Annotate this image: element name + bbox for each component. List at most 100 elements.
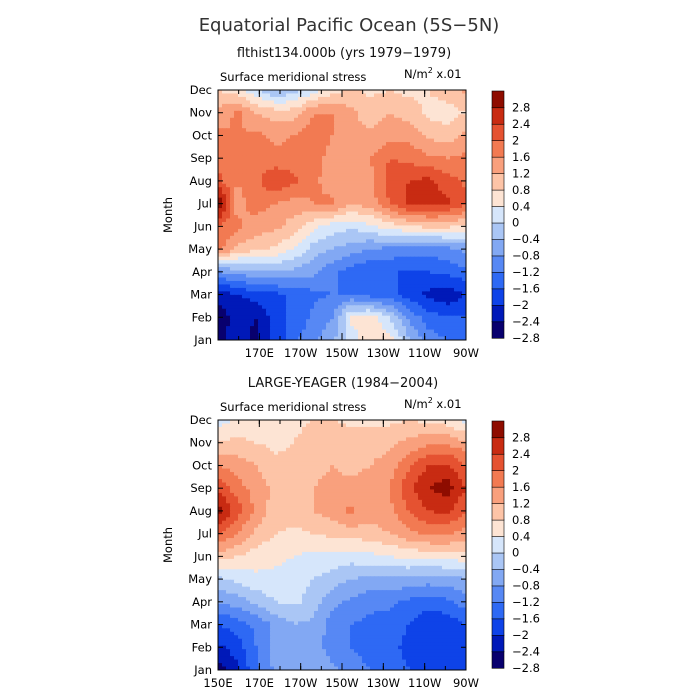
- field-cell: [366, 232, 371, 237]
- field-cell: [454, 124, 459, 129]
- field-cell: [354, 256, 359, 261]
- field-cell: [382, 110, 387, 115]
- field-cell: [322, 298, 327, 303]
- field-cell: [330, 284, 335, 289]
- field-cell: [250, 187, 255, 192]
- field-cell: [422, 218, 427, 223]
- field-cell: [398, 420, 403, 425]
- field-cell: [462, 298, 466, 303]
- field-cell: [398, 90, 403, 95]
- field-cell: [330, 277, 335, 282]
- field-cell: [398, 336, 403, 340]
- field-cell: [434, 277, 439, 282]
- field-cell: [238, 155, 243, 161]
- field-cell: [346, 117, 351, 122]
- field-cell: [450, 190, 455, 195]
- field-cell: [278, 260, 283, 265]
- field-cell: [330, 155, 335, 161]
- field-cell: [262, 277, 267, 282]
- field-cell: [434, 423, 439, 428]
- field-cell: [398, 142, 403, 147]
- field-cell: [270, 90, 275, 95]
- field-cell: [330, 138, 335, 143]
- field-cell: [218, 284, 223, 289]
- field-cell: [366, 274, 371, 279]
- field-cell: [334, 274, 339, 279]
- field-cell: [226, 194, 231, 199]
- field-cell: [314, 96, 319, 102]
- field-cell: [298, 277, 303, 282]
- field-cell: [318, 322, 323, 327]
- field-cell: [310, 284, 315, 289]
- field-cell: [462, 433, 466, 438]
- field-cell: [438, 274, 443, 279]
- field-cell: [298, 312, 303, 317]
- field-cell: [226, 96, 231, 102]
- field-cell: [262, 190, 267, 195]
- field-cell: [346, 114, 351, 119]
- field-cell: [450, 90, 455, 95]
- field-cell: [350, 308, 355, 313]
- field-cell: [258, 315, 263, 320]
- field-cell: [402, 96, 407, 102]
- field-cell: [290, 228, 295, 233]
- field-cell: [334, 169, 339, 174]
- field-cell: [346, 336, 351, 340]
- field-cell: [382, 270, 387, 275]
- field-cell: [294, 433, 299, 438]
- field-cell: [242, 270, 247, 275]
- field-cell: [390, 246, 395, 251]
- field-cell: [462, 194, 466, 199]
- field-cell: [410, 228, 415, 233]
- field-cell: [238, 242, 243, 247]
- field-cell: [226, 253, 231, 258]
- field-cell: [378, 180, 383, 185]
- field-cell: [382, 180, 387, 185]
- field-cell: [310, 183, 315, 188]
- field-cell: [350, 121, 355, 126]
- field-cell: [322, 173, 327, 178]
- field-cell: [282, 221, 287, 227]
- field-cell: [238, 162, 243, 167]
- field-cell: [406, 336, 411, 340]
- field-cell: [434, 173, 439, 178]
- field-cell: [442, 249, 447, 254]
- field-cell: [366, 155, 371, 161]
- field-cell: [350, 256, 355, 261]
- field-cell: [226, 308, 231, 313]
- field-cell: [382, 96, 387, 102]
- field-cell: [322, 315, 327, 320]
- field-cell: [354, 242, 359, 247]
- field-cell: [218, 232, 223, 237]
- field-cell: [442, 232, 447, 237]
- field-cell: [282, 319, 287, 324]
- field-cell: [354, 90, 359, 95]
- field-cell: [446, 267, 451, 272]
- field-cell: [454, 135, 459, 140]
- field-cell: [270, 284, 275, 289]
- field-cell: [310, 239, 315, 244]
- field-cell: [262, 242, 267, 247]
- field-cell: [354, 280, 359, 286]
- field-cell: [234, 284, 239, 289]
- field-cell: [346, 232, 351, 237]
- panel-bottom-subtitle: Surface meridional stress: [220, 400, 366, 414]
- field-cell: [262, 187, 267, 192]
- field-cell: [422, 197, 427, 202]
- field-cell: [270, 96, 275, 102]
- field-cell: [258, 260, 263, 265]
- field-cell: [358, 221, 363, 227]
- field-cell: [254, 215, 259, 220]
- field-cell: [270, 274, 275, 279]
- field-cell: [438, 194, 443, 199]
- field-cell: [358, 107, 363, 112]
- field-cell: [354, 267, 359, 272]
- field-cell: [282, 301, 287, 306]
- field-cell: [238, 215, 243, 220]
- field-cell: [338, 249, 343, 254]
- panel-top: flthist134.000b (yrs 1979−1979) Surface …: [161, 46, 540, 360]
- field-cell: [258, 96, 263, 102]
- field-cell: [266, 190, 271, 195]
- field-cell: [282, 260, 287, 265]
- field-cell: [430, 225, 435, 230]
